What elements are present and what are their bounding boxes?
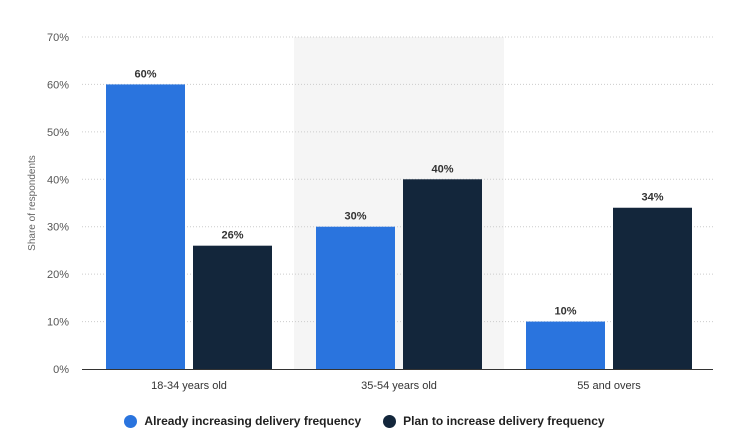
y-tick-label: 10% (47, 317, 69, 329)
data-label: 26% (221, 230, 243, 242)
data-label: 60% (134, 68, 156, 80)
legend-label: Plan to increase delivery frequency (403, 414, 605, 428)
x-category-label: 55 and overs (577, 380, 641, 392)
y-tick-label: 0% (53, 364, 69, 376)
legend-item-plan-to-increase[interactable]: Plan to increase delivery frequency (383, 414, 605, 428)
x-category-label: 35-54 years old (361, 380, 437, 392)
gridlines (82, 36, 713, 323)
bar-already-increasing[interactable] (106, 84, 185, 369)
x-category-label: 18-34 years old (151, 380, 227, 392)
legend-label: Already increasing delivery frequency (144, 414, 362, 428)
data-label: 10% (554, 306, 576, 318)
x-axis-categories: 18-34 years old 35-54 years old 55 and ove… (151, 380, 641, 392)
legend: Already increasing delivery frequency Pl… (0, 414, 729, 428)
y-tick-label: 50% (47, 127, 69, 139)
bar-plan-to-increase[interactable] (193, 245, 272, 369)
y-tick-label: 70% (47, 32, 69, 44)
data-labels: 60% 30% 10% 26% 40% 34% (134, 68, 663, 317)
bar-chart: 0% 10% 20% 30% 40% 50% 60% 70% Share of respond… (27, 32, 713, 392)
y-tick-label: 20% (47, 269, 69, 281)
bar-already-increasing[interactable] (316, 226, 395, 369)
y-axis-ticks: 0% 10% 20% 30% 40% 50% 60% 70% (47, 32, 69, 376)
data-label: 40% (431, 163, 453, 175)
y-axis-label: Share of respondents (27, 155, 38, 251)
data-label: 34% (641, 192, 663, 204)
bar-plan-to-increase[interactable] (403, 179, 482, 369)
y-tick-label: 30% (47, 222, 69, 234)
legend-item-already-increasing[interactable]: Already increasing delivery frequency (124, 414, 361, 428)
bars (106, 84, 692, 369)
data-label: 30% (344, 211, 366, 223)
legend-marker-icon (383, 414, 397, 428)
y-tick-label: 60% (47, 79, 69, 91)
legend-marker-icon (124, 414, 138, 428)
bar-plan-to-increase[interactable] (613, 207, 692, 369)
y-tick-label: 40% (47, 174, 69, 186)
bar-already-increasing[interactable] (526, 321, 605, 369)
